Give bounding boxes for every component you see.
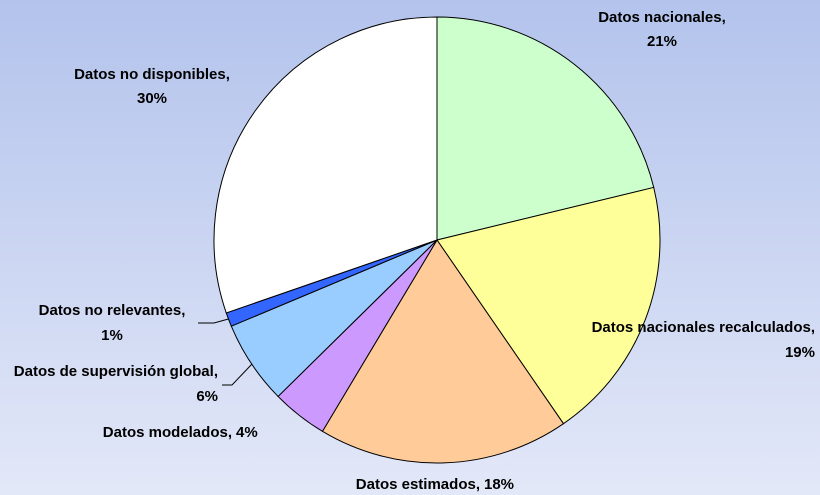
- value-label: 30%: [137, 90, 167, 107]
- leader-line: [222, 363, 253, 386]
- slice-label: Datos no relevantes,: [39, 302, 186, 319]
- slice-label: Datos modelados,: [103, 424, 232, 441]
- slice-label: Datos nacionales,: [598, 9, 726, 26]
- slice-label: Datos de supervisión global,: [14, 363, 218, 380]
- pie-slice: [213, 16, 438, 314]
- slice-label: Datos estimados,: [356, 476, 480, 493]
- value-label: 6%: [196, 388, 218, 405]
- slice-label: Datos no disponibles,: [74, 66, 230, 83]
- value-label: 4%: [236, 424, 258, 441]
- value-label: 21%: [647, 33, 677, 50]
- pie-slice: [321, 239, 565, 464]
- leader-line: [198, 317, 233, 324]
- value-label: 1%: [101, 327, 123, 344]
- pie-slice: [436, 186, 661, 425]
- pie-slice: [436, 16, 655, 241]
- slice-label: Datos nacionales recalculados,: [592, 319, 815, 336]
- value-label: 18%: [484, 476, 514, 493]
- value-label: 19%: [785, 344, 815, 361]
